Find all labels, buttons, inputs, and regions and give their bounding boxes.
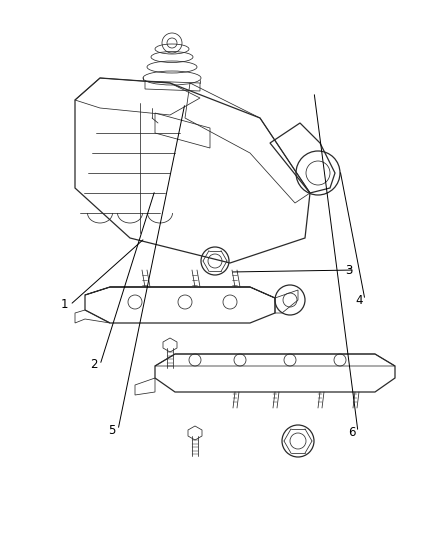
Text: 1: 1 [60, 298, 68, 311]
Text: 5: 5 [108, 424, 116, 437]
Text: 3: 3 [345, 263, 353, 277]
Text: 6: 6 [348, 425, 356, 439]
Text: 2: 2 [90, 359, 98, 372]
Text: 4: 4 [355, 294, 363, 306]
